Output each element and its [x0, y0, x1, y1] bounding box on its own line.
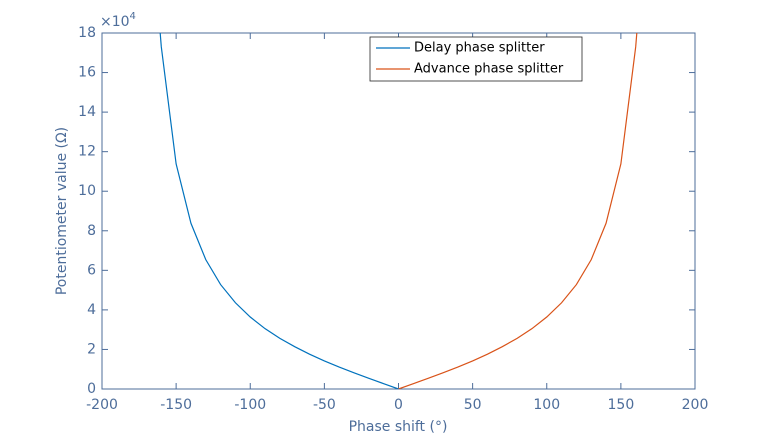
y-tick-label: 4 [87, 302, 96, 318]
x-tick-label: -50 [313, 397, 336, 413]
y-tick-label: 10 [78, 183, 96, 199]
x-axis-label: Phase shift (°) [349, 419, 448, 435]
series-line [159, 33, 399, 389]
y-multiplier-exponent: 4 [130, 11, 136, 22]
y-tick-label: 8 [87, 223, 96, 239]
legend-box [369, 36, 583, 82]
y-tick-label: 6 [87, 262, 96, 278]
y-tick-label: 2 [87, 341, 96, 357]
x-tick-label: 200 [682, 397, 709, 413]
legend-label: Delay phase splitter [414, 41, 545, 56]
legend-label: Advance phase splitter [414, 62, 564, 77]
x-tick-label: 50 [464, 397, 482, 413]
series-line [398, 33, 638, 389]
x-tick-label: -100 [234, 397, 266, 413]
y-tick-label: 14 [78, 104, 96, 120]
y-tick-label: 12 [78, 144, 96, 160]
x-tick-label: 100 [533, 397, 560, 413]
y-tick-label: 16 [78, 65, 96, 81]
x-tick-label: 0 [394, 397, 403, 413]
y-multiplier-base: ×10 [100, 14, 130, 30]
x-tick-label: 150 [608, 397, 635, 413]
y-tick-label: 18 [78, 25, 96, 41]
y-tick-label: 0 [87, 381, 96, 397]
plot-area [159, 33, 638, 389]
y-axis-label: Potentiometer value (Ω) [54, 127, 70, 295]
x-tick-label: -150 [160, 397, 192, 413]
x-tick-label: -200 [86, 397, 118, 413]
plot-frame [101, 32, 696, 390]
y-multiplier: ×104 [100, 11, 136, 30]
